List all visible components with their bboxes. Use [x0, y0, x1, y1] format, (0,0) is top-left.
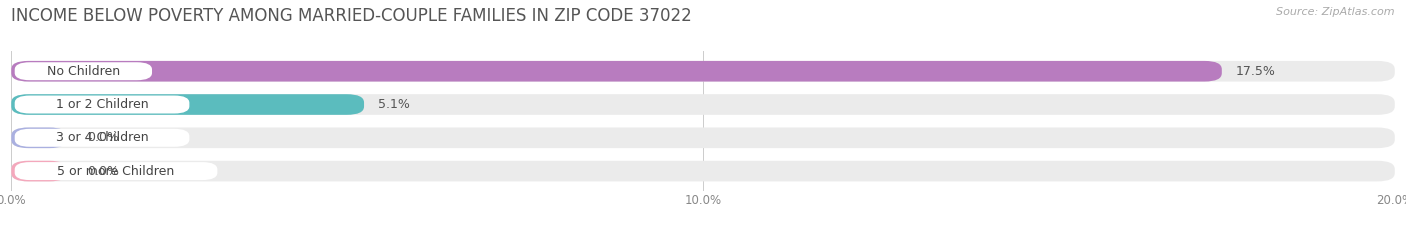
FancyBboxPatch shape [11, 127, 66, 148]
Text: 17.5%: 17.5% [1236, 65, 1275, 78]
FancyBboxPatch shape [11, 161, 1395, 182]
Text: Source: ZipAtlas.com: Source: ZipAtlas.com [1277, 7, 1395, 17]
Text: 0.0%: 0.0% [87, 164, 120, 178]
FancyBboxPatch shape [11, 94, 1395, 115]
FancyBboxPatch shape [14, 96, 190, 113]
FancyBboxPatch shape [14, 62, 152, 80]
Text: 5 or more Children: 5 or more Children [58, 164, 174, 178]
FancyBboxPatch shape [11, 61, 1395, 82]
FancyBboxPatch shape [11, 161, 66, 182]
FancyBboxPatch shape [11, 61, 1222, 82]
Text: 1 or 2 Children: 1 or 2 Children [56, 98, 149, 111]
Text: INCOME BELOW POVERTY AMONG MARRIED-COUPLE FAMILIES IN ZIP CODE 37022: INCOME BELOW POVERTY AMONG MARRIED-COUPL… [11, 7, 692, 25]
FancyBboxPatch shape [14, 162, 218, 180]
Text: 0.0%: 0.0% [87, 131, 120, 144]
Text: 3 or 4 Children: 3 or 4 Children [56, 131, 149, 144]
Text: 5.1%: 5.1% [378, 98, 409, 111]
FancyBboxPatch shape [11, 94, 364, 115]
Text: No Children: No Children [46, 65, 120, 78]
FancyBboxPatch shape [14, 129, 190, 147]
FancyBboxPatch shape [11, 127, 1395, 148]
